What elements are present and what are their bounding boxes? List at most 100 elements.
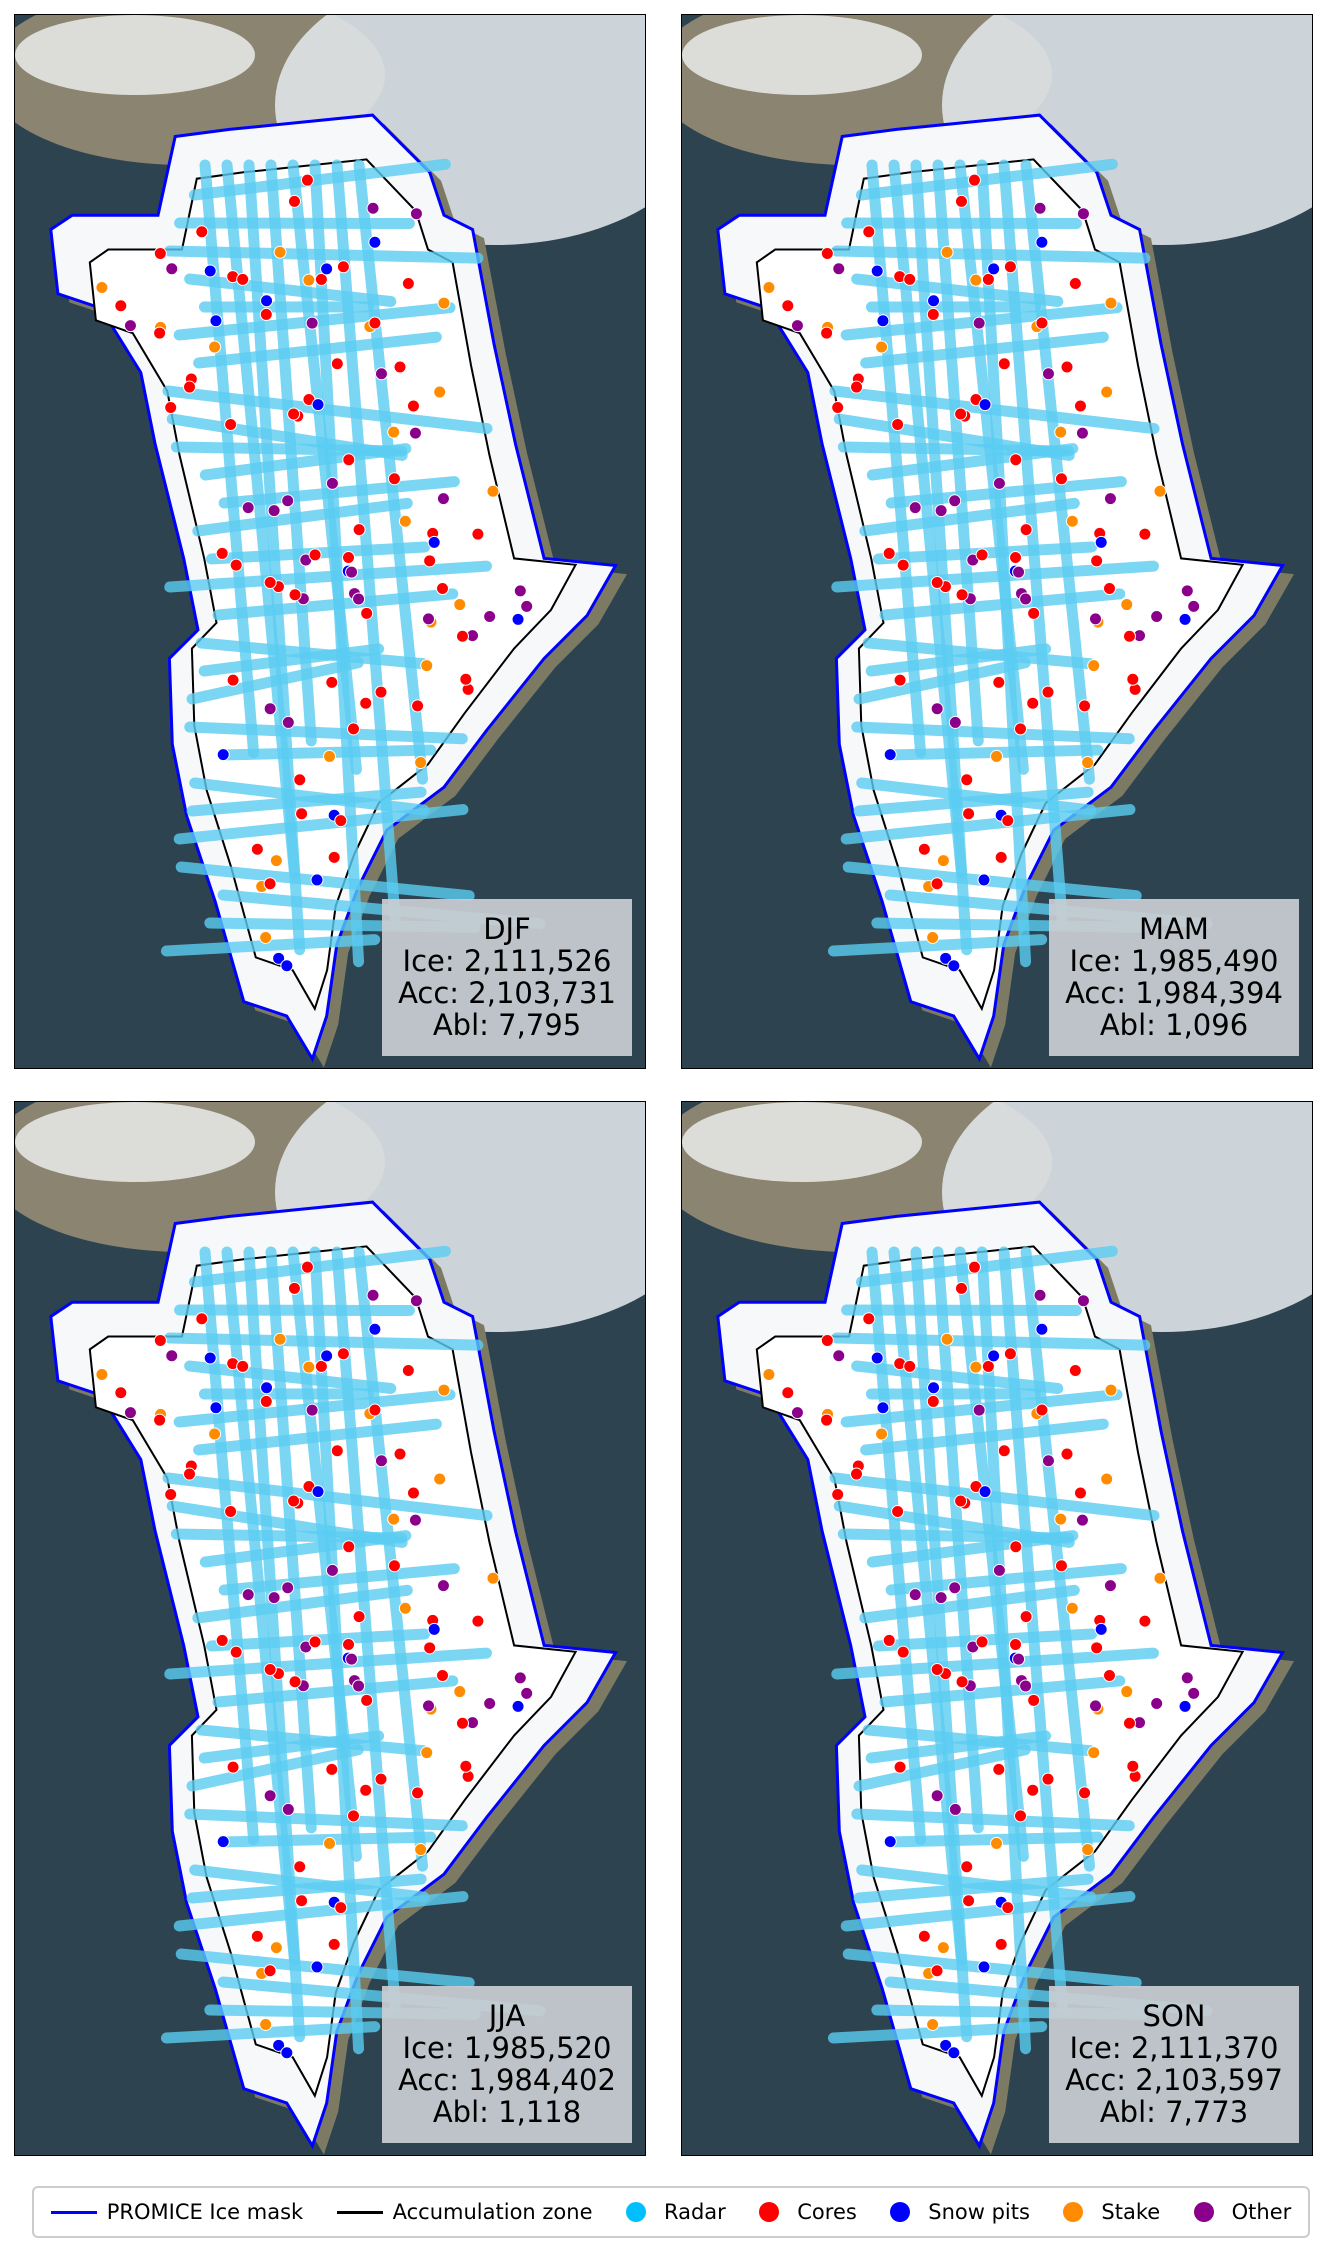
radar-track	[976, 159, 1032, 968]
core-point	[330, 1444, 344, 1458]
core-point	[975, 1635, 989, 1649]
other-point	[1012, 565, 1026, 579]
core-point	[287, 407, 301, 421]
core-point	[960, 1860, 974, 1874]
other-point	[1180, 584, 1194, 598]
other-point	[374, 1454, 388, 1468]
core-point	[406, 399, 420, 413]
stake-point	[926, 930, 940, 944]
core-point	[471, 527, 485, 541]
other-point	[1076, 1294, 1090, 1308]
core-point	[308, 1635, 322, 1649]
core-point	[368, 316, 382, 330]
snow-pit-point	[427, 1622, 441, 1636]
core-point	[327, 1937, 341, 1951]
core-point	[250, 1929, 264, 1943]
core-point	[981, 1359, 995, 1373]
other-point	[263, 1789, 277, 1803]
stake-point	[259, 930, 273, 944]
radar-track	[910, 159, 973, 956]
other-point	[1088, 612, 1102, 626]
core-point	[1102, 581, 1116, 595]
core-point	[471, 1614, 485, 1628]
dot-swatch	[759, 2202, 780, 2222]
stake-point	[1153, 1571, 1167, 1585]
radar-track	[866, 443, 1079, 481]
other-point	[281, 1581, 295, 1595]
core-point	[401, 1364, 415, 1378]
radar-track	[309, 159, 365, 968]
core-point	[1054, 472, 1068, 486]
core-point	[360, 606, 374, 620]
core-point	[336, 1347, 350, 1361]
core-point	[336, 260, 350, 274]
core-point	[893, 673, 907, 687]
core-point	[387, 472, 401, 486]
core-point	[1041, 685, 1055, 699]
other-point	[281, 1802, 295, 1816]
season-label: JJA	[488, 1999, 526, 2033]
other-point	[483, 1696, 497, 1710]
radar-track	[160, 2021, 381, 2044]
other-point	[421, 1699, 435, 1713]
stats-box: JJA Ice: 1,985,520 Acc: 1,984,402 Abl: 1…	[382, 1986, 632, 2143]
other-point	[992, 1563, 1006, 1577]
core-point	[287, 1281, 301, 1295]
stats-box: MAM Ice: 1,985,490 Acc: 1,984,394 Abl: 1…	[1049, 899, 1299, 1056]
radar-track	[1020, 1246, 1095, 1872]
line-swatch	[336, 2210, 383, 2214]
radar-track	[199, 1530, 412, 1568]
core-point	[1009, 453, 1023, 467]
core-point	[308, 548, 322, 562]
radar-track	[243, 159, 306, 956]
core-point	[1138, 1614, 1152, 1628]
core-point	[215, 546, 229, 560]
stake-point	[414, 756, 428, 770]
other-point	[520, 599, 534, 613]
core-point	[781, 1386, 795, 1400]
core-point	[229, 1645, 243, 1659]
core-point	[374, 1772, 388, 1786]
other-point	[790, 1406, 804, 1420]
radar-track	[998, 1246, 1068, 2013]
snow-pit-point	[280, 2046, 294, 2060]
radar-track	[164, 560, 493, 593]
stake-point	[259, 2017, 273, 2031]
core-point	[1073, 399, 1087, 413]
snow-cover	[682, 1102, 922, 1182]
core-point	[997, 357, 1011, 371]
stake-point	[323, 1836, 337, 1850]
stake-point	[1065, 1601, 1079, 1615]
stake-point	[1100, 1472, 1114, 1486]
other-point	[366, 201, 380, 215]
core-point	[229, 558, 243, 572]
other-point	[1033, 201, 1047, 215]
other-point	[934, 504, 948, 518]
stake-point	[273, 1332, 287, 1346]
stake-point	[398, 1601, 412, 1615]
core-point	[1009, 1540, 1023, 1554]
snow-pit-point	[947, 959, 961, 973]
radar-track	[851, 273, 1064, 308]
core-point	[1090, 554, 1104, 568]
core-point	[1073, 1486, 1087, 1500]
legend-item-ice-mask: PROMICE Ice mask	[50, 2200, 303, 2224]
core-point	[820, 1413, 834, 1427]
greenland-map	[682, 1102, 1312, 2155]
other-point	[281, 715, 295, 729]
other-point	[305, 316, 319, 330]
core-point	[263, 877, 277, 891]
other-point	[1150, 609, 1164, 623]
core-point	[352, 1610, 366, 1624]
snow-pit-point	[511, 1699, 525, 1713]
stake-point	[302, 1360, 316, 1374]
legend-label: Cores	[797, 2200, 857, 2224]
other-point	[165, 262, 179, 276]
core-point	[224, 417, 238, 431]
other-point	[483, 609, 497, 623]
stake-point	[95, 281, 109, 295]
core-point	[820, 326, 834, 340]
other-point	[1041, 1454, 1055, 1468]
other-point	[325, 476, 339, 490]
core-point	[955, 588, 969, 602]
